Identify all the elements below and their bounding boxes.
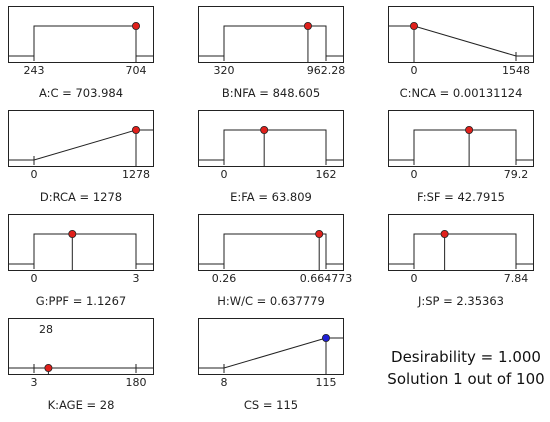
low-limit-label: 0.26 [211,272,237,285]
plot-frame [8,214,154,271]
low-limit-label: 320 [213,64,235,77]
factor-caption: J:SP = 2.35363 [417,294,504,308]
ramp-panel-G: 0 3 G:PPF = 1.1267 [8,214,154,310]
desirability-ramp-line [198,233,344,265]
ramp-panel-F: 0 79.2 F:SF = 42.7915 [388,110,534,206]
high-limit-label: 115 [315,376,337,389]
desirability-ramp-line [198,337,344,369]
ramp-panel-C: 0 1548 C:NCA = 0.00131124 [388,6,534,102]
low-limit-label: 0 [30,272,38,285]
ramp-plot-E [198,110,344,167]
value-point [410,22,419,31]
high-limit-label: 180 [125,376,147,389]
factor-caption: A:C = 703.984 [38,86,124,100]
factor-caption: F:SF = 42.7915 [416,190,505,204]
high-limit-label: 3 [132,272,140,285]
value-point [465,125,474,134]
factor-caption: K:AGE = 28 [47,398,115,412]
ramp-plot-A [8,6,154,63]
low-limit-label: 0 [30,168,38,181]
value-point [132,125,141,134]
plot-frame [388,6,534,63]
factor-caption: H:W/C = 0.637779 [217,294,325,308]
high-limit-label: 0.664773 [299,272,353,285]
ramp-panel-E: 0 162 E:FA = 63.809 [198,110,344,206]
desirability-ramp-line [388,25,534,57]
value-point [315,229,324,238]
desirability-ramp-line [198,129,344,161]
factor-caption: G:PPF = 1.1267 [35,294,127,308]
low-limit-label: 0 [410,272,418,285]
plot-frame [198,6,344,63]
ramp-plot-H [198,214,344,271]
high-limit-label: 704 [125,64,147,77]
factor-caption: B:NFA = 848.605 [221,86,321,100]
high-limit-label: 1278 [122,168,150,181]
high-limit-label: 962.28 [306,64,346,77]
desirability-ramp-line [8,233,154,265]
ramp-plot-CS [198,318,344,375]
ramp-plot-B [198,6,344,63]
desirability-ramp-line [8,129,154,161]
value-point [440,229,449,238]
factor-caption: D:RCA = 1278 [39,190,123,204]
desirability-ramp-line [8,25,154,57]
desirability-ramp-line [198,25,344,57]
value-point [44,364,53,373]
low-limit-label: 0 [410,64,418,77]
ramp-plot-F [388,110,534,167]
value-point [303,21,312,30]
plot-frame [388,214,534,271]
value-point [260,125,269,134]
plot-frame [8,6,154,63]
value-point [131,21,140,30]
high-limit-label: 162 [315,168,337,181]
high-limit-label: 79.2 [503,168,529,181]
ramp-panel-A: 243 704 A:C = 703.984 [8,6,154,102]
plot-frame [8,110,154,167]
ramp-plot-K [8,318,154,375]
ramp-panel-J: 0 7.84 J:SP = 2.35363 [388,214,534,310]
low-limit-label: 8 [220,376,228,389]
plot-frame [8,318,154,375]
plot-frame [198,110,344,167]
ramp-panel-H: 0.26 0.664773 H:W/C = 0.637779 [198,214,352,310]
desirability-ramp-line [388,233,534,265]
plot-frame [388,110,534,167]
plot-frame [198,318,344,375]
low-limit-label: 3 [30,376,38,389]
target-value-label: 28 [39,323,53,336]
low-limit-label: 243 [23,64,45,77]
high-limit-label: 7.84 [503,272,529,285]
factor-caption: C:NCA = 0.00131124 [399,86,523,100]
ramp-panel-CS: 8 115 CS = 115 [198,318,344,414]
ramp-plot-C [388,6,534,63]
ramp-panel-B: 320 962.28 B:NFA = 848.605 [198,6,346,102]
low-limit-label: 0 [220,168,228,181]
solution-summary: Desirability = 1.000 Solution 1 out of 1… [386,346,546,390]
desirability-ramp-line [388,129,534,161]
ramp-panel-K: 3 180 28 K:AGE = 28 [8,318,154,414]
ramp-plot-G [8,214,154,271]
factor-caption: CS = 115 [243,398,299,412]
desirability-text: Desirability = 1.000 [391,348,541,366]
low-limit-label: 0 [410,168,418,181]
plot-frame [198,214,344,271]
factor-caption: E:FA = 63.809 [230,190,312,204]
ramp-panel-D: 0 1278 D:RCA = 1278 [8,110,154,206]
high-limit-label: 1548 [502,64,530,77]
ramp-plot-J [388,214,534,271]
ramp-plot-D [8,110,154,167]
value-point [322,333,331,342]
value-point [68,229,77,238]
solution-text: Solution 1 out of 100 [387,370,545,388]
